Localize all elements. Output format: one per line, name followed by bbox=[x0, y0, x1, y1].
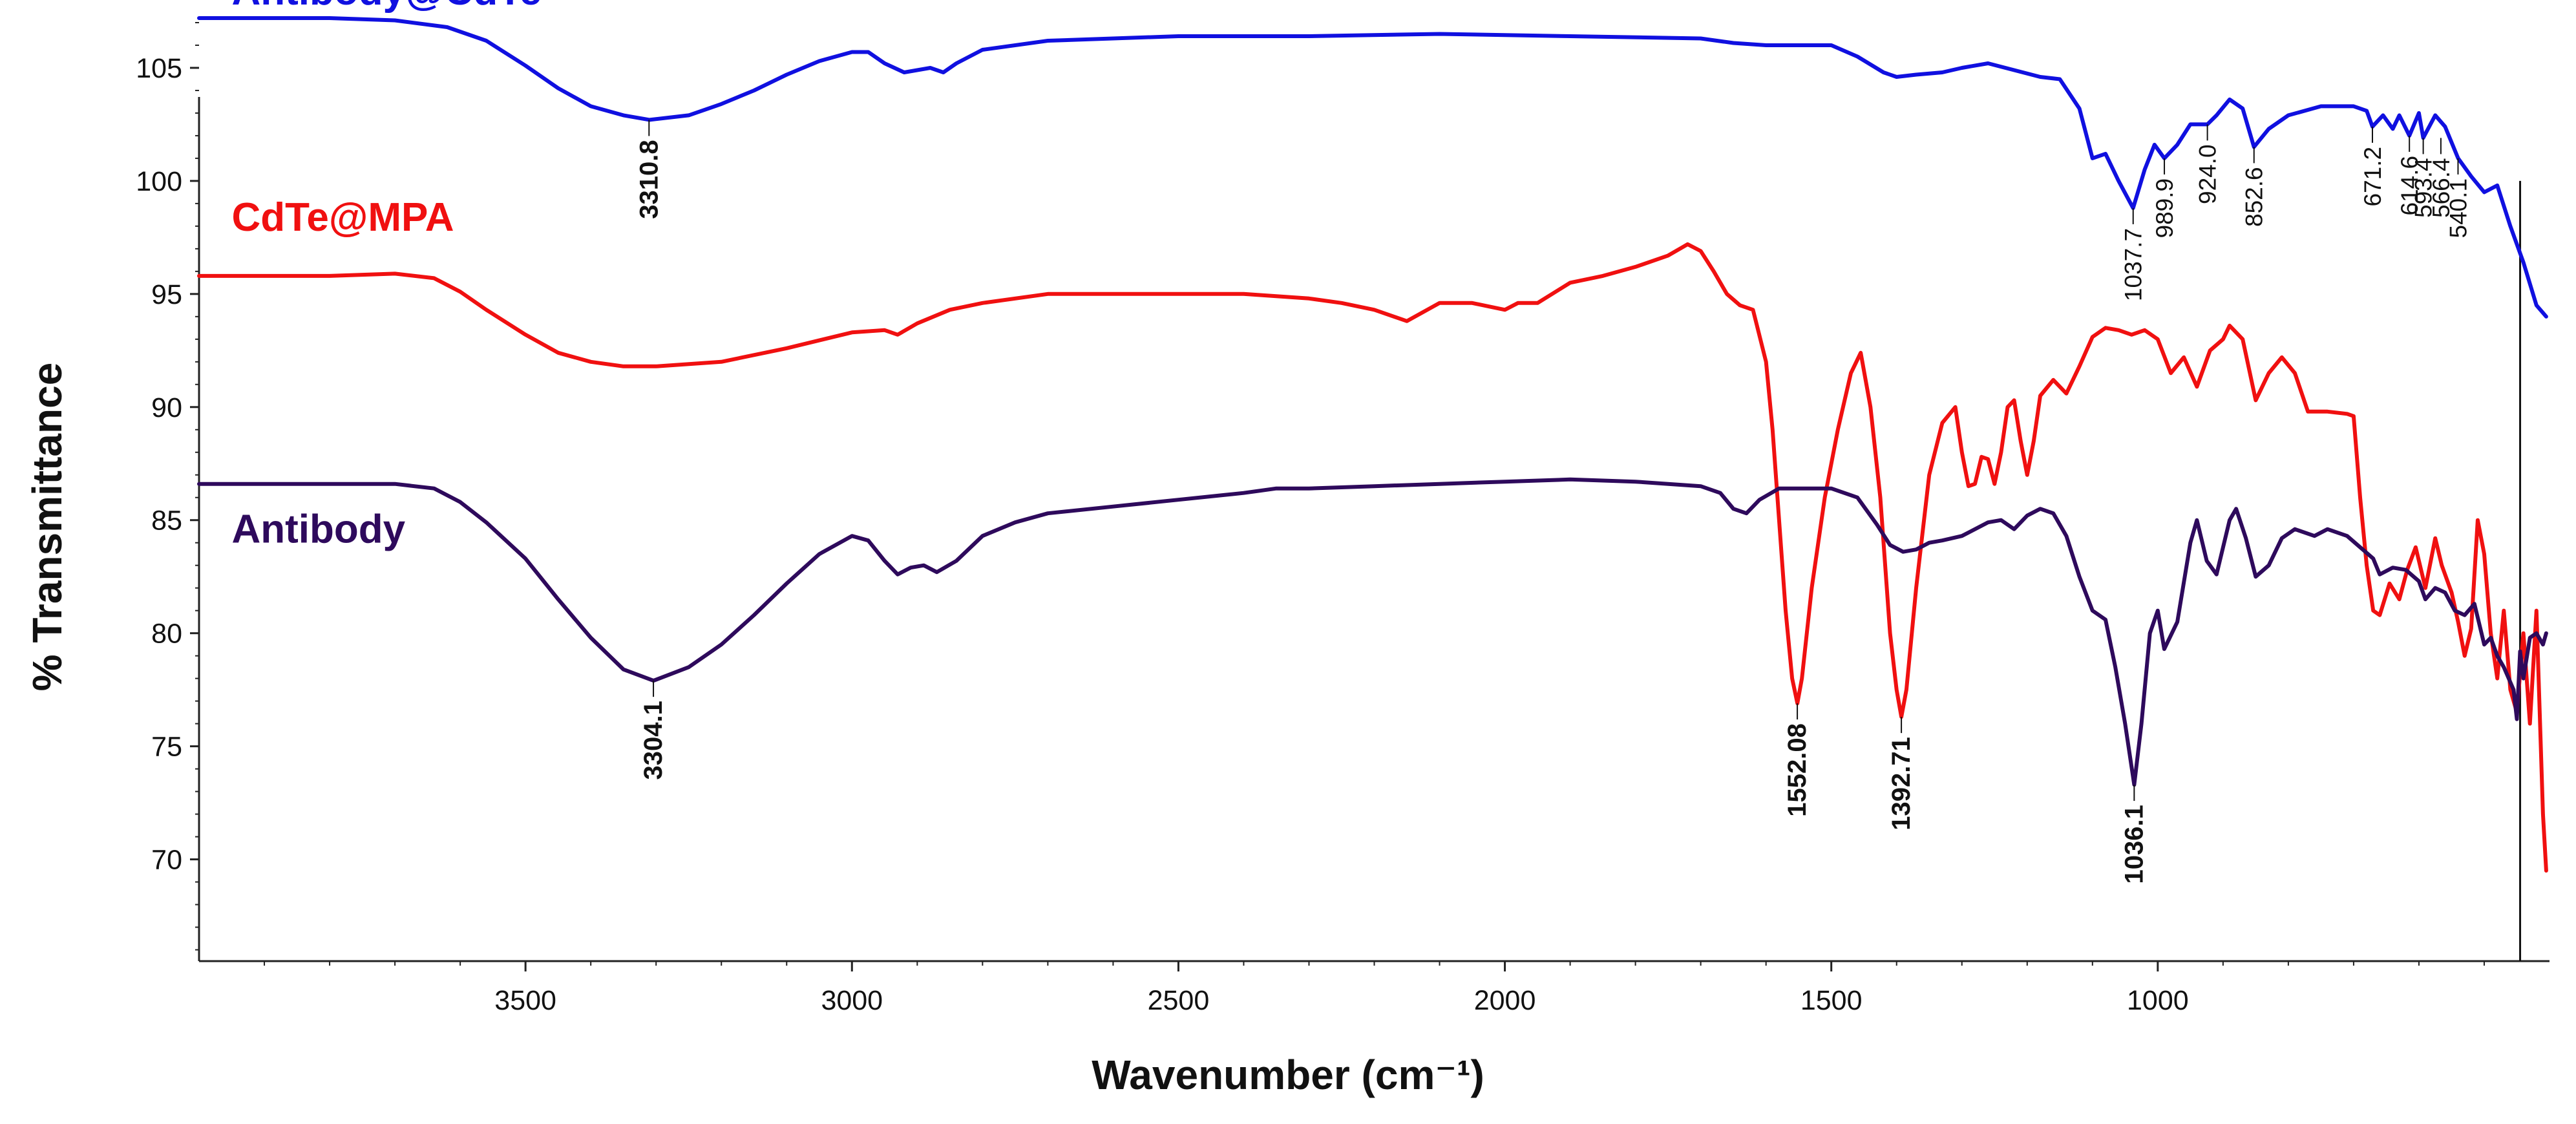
peak-label: 852.6 bbox=[2241, 167, 2268, 227]
series-line-cdte-mpa bbox=[197, 242, 2548, 873]
x-tick-label: 3000 bbox=[821, 985, 883, 1016]
series-line-antibody-cdte bbox=[197, 16, 2548, 319]
y-tick-label: 85 bbox=[151, 505, 182, 536]
peak-label: 566.4 bbox=[2428, 158, 2455, 218]
series-label: Antibody@CdTe bbox=[232, 0, 542, 14]
peak-label: 1392.71 bbox=[1887, 737, 1916, 831]
y-tick-label: 80 bbox=[151, 619, 182, 650]
x-tick-label: 3500 bbox=[494, 985, 556, 1016]
peak-label: 593.4 bbox=[2411, 158, 2437, 218]
y-tick-label: 95 bbox=[151, 279, 182, 310]
peak-label: 3304.1 bbox=[639, 701, 668, 779]
peak-label: 3310.8 bbox=[635, 140, 663, 218]
y-tick-label: 90 bbox=[151, 392, 182, 423]
axes: 70 75 80 85 90 95 100 105 3500 3000 2500 2000 1500 10… bbox=[136, 21, 2550, 1016]
x-tick-label: 2500 bbox=[1148, 985, 1210, 1016]
peak-label: 989.9 bbox=[2151, 178, 2178, 239]
series-layer bbox=[197, 16, 2548, 873]
x-tick-label: 1500 bbox=[1800, 985, 1863, 1016]
series-line-antibody bbox=[197, 477, 2548, 787]
peak-label: 540.1 bbox=[2445, 178, 2472, 239]
x-tick-label: 1000 bbox=[2127, 985, 2189, 1016]
series-label: CdTe@MPA bbox=[232, 195, 454, 240]
x-tick-label: 2000 bbox=[1474, 985, 1536, 1016]
peak-label: 671.2 bbox=[2360, 147, 2386, 207]
peak-label: 1037.7 bbox=[2120, 228, 2147, 301]
y-axis-title: % Transmittance bbox=[24, 363, 70, 692]
y-tick-label: 75 bbox=[151, 732, 182, 763]
y-tick-label: 70 bbox=[151, 845, 182, 876]
peak-label: 1036.1 bbox=[2120, 805, 2148, 884]
series-label: Antibody bbox=[232, 507, 406, 552]
peak-label: 924.0 bbox=[2195, 144, 2221, 204]
y-tick-label: 100 bbox=[136, 166, 182, 197]
x-axis-title: Wavenumber (cm⁻¹) bbox=[1092, 1052, 1484, 1098]
y-tick-label: 105 bbox=[136, 53, 182, 84]
peak-label: 1552.08 bbox=[1783, 723, 1811, 817]
series-labels: Antibody@CdTe CdTe@MPA Antibody bbox=[232, 0, 542, 552]
peak-label: 614.6 bbox=[2396, 156, 2423, 216]
